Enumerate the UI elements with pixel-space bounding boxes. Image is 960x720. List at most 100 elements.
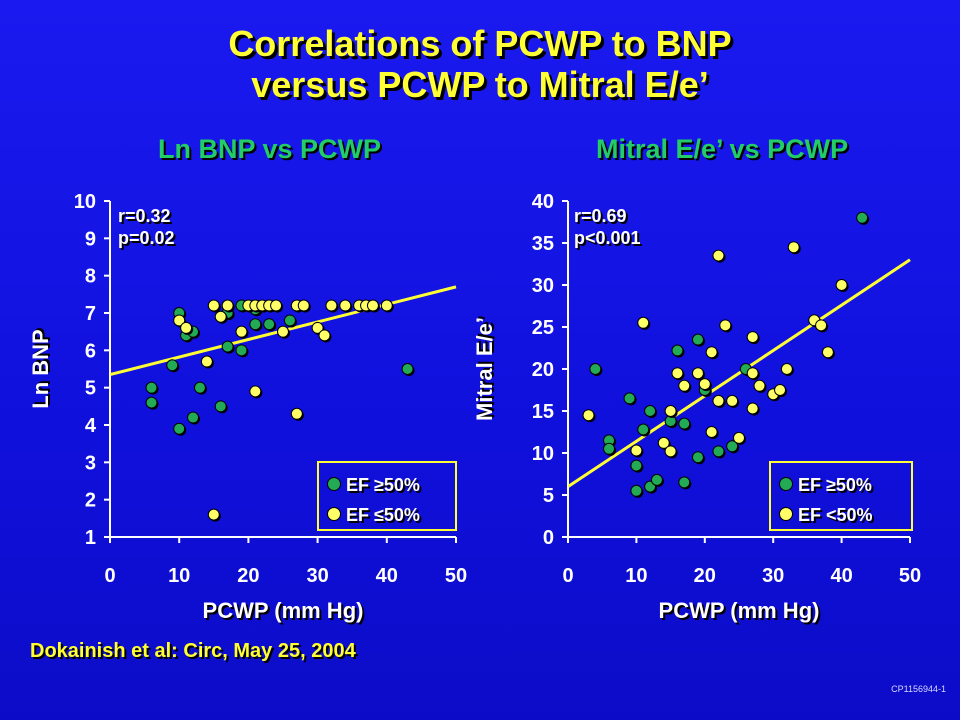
left-y-tick-label: 8 [85,266,96,288]
left-series1-point [173,314,186,327]
left-series1-point [180,321,193,334]
right-series1-point [705,346,718,359]
left-series1-point [277,325,289,338]
left-series1-point [207,299,220,312]
right-series0-point [691,333,704,346]
left-y-tick-label: 4 [85,415,97,437]
right-chart-subtitle: Mitral E/e’ vs PCWP [596,134,849,164]
right-series1-point [815,319,828,332]
left-x-tick-label: 10 [168,565,190,587]
left-series1-point [318,329,331,342]
right-legend-label-0: EF ≥50% [798,475,872,495]
right-y-tick-label: 35 [532,233,554,255]
left-series1-point [297,299,310,312]
left-series1-point [235,325,248,338]
right-series1-point [753,379,766,392]
left-x-tick-label: 50 [445,565,467,587]
right-y-tick-label: 5 [543,485,554,507]
right-series1-point [712,249,725,262]
right-legend-label-0-shadow: EF ≥50% [800,477,874,497]
left-series1-point [290,407,303,420]
left-x-axis-label-shadow: PCWP (mm Hg) [205,600,366,625]
right-y-tick-label: 10 [532,443,554,465]
left-series1-point [200,355,213,368]
right-series0-point [726,440,739,453]
left-series0-point [221,340,234,353]
right-y-axis-label-shadow: Mitral E/e’ [474,315,499,419]
left-series0-point [145,381,158,394]
right-series0-point [637,423,650,436]
right-legend-label-1-shadow: EF <50% [800,507,875,527]
left-series1-point [325,299,338,312]
right-y-tick-label: 25 [532,317,554,339]
left-y-tick-label: 7 [85,303,96,325]
right-series0-point [630,459,643,472]
left-x-tick-label: 0 [104,565,115,587]
right-series1-point [664,405,677,417]
left-series0-point [283,314,296,327]
left-legend-box [317,461,457,531]
left-series1-point [221,299,234,312]
right-series1-point [637,316,650,329]
left-series1-point [207,508,220,521]
right-series1-point [746,367,759,380]
right-series1-point [787,241,800,254]
right-x-tick-label: 20 [694,565,716,587]
left-legend-label-1: EF ≤50% [346,505,420,525]
right-y-axis-label: Mitral E/e’ [472,317,497,421]
left-series1-point [339,299,352,312]
right-series0-point [623,392,636,405]
right-y-tick-label: 30 [532,275,554,297]
left-series0-point [166,359,179,372]
right-series0-point [630,484,643,497]
left-series0-point [193,381,206,394]
left-legend-label-1-shadow: EF ≤50% [348,507,422,527]
left-series1-point [366,299,379,312]
citation: Dokainish et al: Circ, May 25, 2004 [30,640,356,662]
left-series0-point [263,318,276,331]
right-annotation-0-shadow: r=0.69 [576,208,629,228]
right-y-tick-label: 40 [532,191,554,213]
left-legend-label-0: EF ≥50% [346,475,420,495]
footer-code: CP1156944-1 [891,684,946,694]
left-x-tick-label: 40 [376,565,398,587]
left-annotation-0: r=0.32 [118,206,171,226]
right-y-tick-label: 20 [532,359,554,381]
right-series1-point [657,436,670,449]
left-series1-point [214,310,227,323]
left-series0-point [235,344,248,357]
left-legend-marker-0 [327,477,341,491]
right-x-tick-label: 10 [625,565,647,587]
left-y-tick-label: 5 [85,378,96,400]
right-legend-marker-1 [779,507,793,521]
right-annotation-1: p<0.001 [574,228,641,248]
chart-title-line2: versus PCWP to Mitral E/e’ [251,64,709,105]
right-series1-point [698,378,711,391]
right-series1-point [719,319,732,332]
left-x-axis-label: PCWP (mm Hg) [203,598,364,623]
left-x-tick-label: 20 [237,565,259,587]
left-y-axis-label-shadow: Ln BNP [30,327,55,406]
right-series1-point [726,394,739,407]
right-x-tick-label: 40 [830,565,852,587]
right-legend-label-1: EF <50% [798,505,873,525]
right-series0-point [856,211,869,224]
left-y-tick-label: 10 [74,191,96,213]
left-series1-point [270,299,283,312]
right-series0-point [712,445,725,458]
right-series0-point [678,417,691,430]
right-legend-marker-0 [779,477,793,491]
right-series1-point [712,394,725,407]
right-x-tick-label: 50 [899,565,921,587]
right-series1-point [780,363,793,375]
right-series1-point [835,279,848,291]
left-x-tick-label: 30 [306,565,328,587]
right-annotation-0: r=0.69 [574,206,627,226]
left-series1-point [249,385,262,398]
left-chart-subtitle: Ln BNP vs PCWP [158,134,382,164]
left-series1-point [311,321,324,334]
left-annotation-0-shadow: r=0.32 [120,208,173,228]
left-series0-point [249,318,262,331]
right-y-tick-label: 0 [543,527,554,549]
